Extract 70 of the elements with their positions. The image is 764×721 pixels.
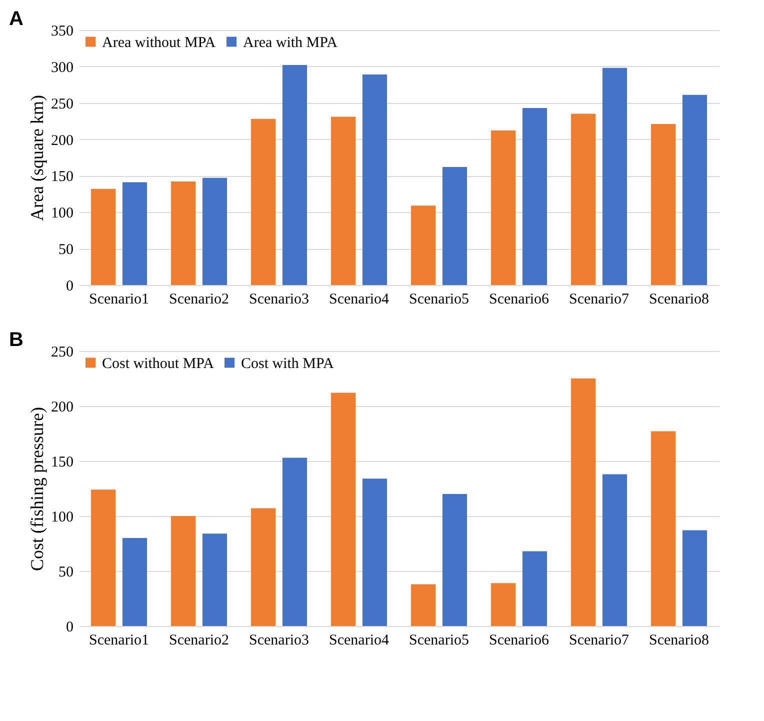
y-tick-label: 50	[58, 242, 74, 258]
x-tick-label: Scenario3	[249, 632, 309, 648]
bar	[171, 182, 196, 285]
bar	[251, 118, 276, 285]
bar	[91, 188, 116, 285]
x-tick-label: Scenario4	[329, 632, 390, 648]
y-tick-label: 150	[51, 169, 74, 186]
bar	[651, 124, 676, 285]
y-tick-label: 250	[51, 344, 74, 360]
x-tick-label: Scenario2	[169, 292, 229, 308]
x-tick-label: Scenario1	[89, 632, 149, 648]
x-tick-label: Scenario6	[489, 632, 550, 648]
legend-label: Cost with MPA	[241, 356, 334, 372]
legend-label: Cost without MPA	[102, 356, 214, 372]
chart-title: A	[9, 8, 24, 30]
bar	[571, 378, 596, 626]
y-tick-label: 100	[51, 206, 74, 222]
bar	[571, 114, 596, 285]
y-tick-label: 250	[51, 96, 74, 112]
bar	[411, 206, 436, 285]
x-tick-label: Scenario4	[329, 292, 390, 308]
chart-title: B	[9, 329, 24, 351]
y-tick-label: 0	[66, 278, 74, 294]
x-tick-label: Scenario3	[249, 292, 309, 308]
bar	[122, 538, 147, 626]
y-tick-label: 350	[51, 24, 74, 40]
y-tick-label: 50	[58, 564, 74, 580]
bar	[331, 116, 356, 285]
bar	[202, 178, 227, 285]
bar	[362, 478, 387, 626]
x-tick-label: Scenario7	[569, 292, 630, 308]
x-tick-label: Scenario7	[569, 632, 630, 648]
bar	[491, 130, 516, 285]
bar	[491, 583, 516, 626]
y-tick-label: 300	[51, 60, 74, 76]
y-tick-label: 0	[66, 620, 74, 636]
bar	[522, 108, 547, 285]
bar	[682, 530, 707, 626]
y-tick-label: 200	[51, 400, 74, 416]
x-tick-label: Scenario5	[409, 292, 469, 308]
bar	[331, 392, 356, 626]
y-axis-title: Cost (fishing pressure)	[27, 407, 47, 571]
x-tick-label: Scenario8	[649, 632, 709, 648]
bar	[602, 474, 627, 626]
bar	[171, 516, 196, 626]
bar	[602, 68, 627, 285]
bar	[282, 64, 307, 285]
x-tick-label: Scenario8	[649, 292, 709, 308]
bar	[202, 534, 227, 626]
x-tick-label: Scenario2	[169, 632, 229, 648]
y-axis-title: Area (square km)	[27, 95, 47, 221]
bar	[411, 584, 436, 626]
bar	[442, 494, 467, 626]
bar	[91, 490, 116, 626]
bar	[682, 94, 707, 285]
x-tick-label: Scenario1	[89, 292, 149, 308]
bar	[442, 166, 467, 285]
bar	[651, 431, 676, 626]
bar	[522, 551, 547, 626]
legend-label: Area without MPA	[102, 34, 216, 51]
y-tick-label: 100	[51, 510, 74, 526]
bar	[282, 458, 307, 626]
x-tick-label: Scenario5	[409, 632, 469, 648]
y-tick-label: 150	[51, 454, 74, 470]
bar	[362, 74, 387, 285]
legend-label: Area with MPA	[243, 34, 338, 51]
x-tick-label: Scenario6	[489, 292, 550, 308]
bar	[122, 182, 147, 285]
bar	[251, 508, 276, 626]
y-tick-label: 200	[51, 132, 74, 149]
